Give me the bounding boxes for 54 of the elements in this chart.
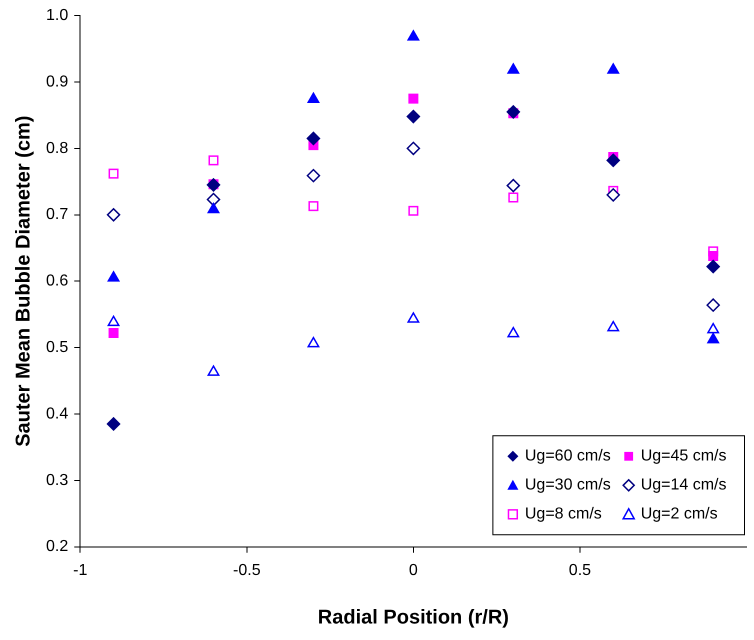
point: [408, 94, 418, 104]
y-tick-label: 0.9: [46, 73, 68, 90]
legend-label: Ug=14 cm/s: [640, 476, 726, 494]
point: [706, 298, 720, 312]
point: [607, 320, 620, 332]
y-tick-label: 0.2: [46, 538, 68, 556]
point: [507, 326, 520, 338]
point: [208, 202, 220, 214]
point: [407, 312, 420, 323]
point: [408, 206, 418, 216]
legend-label: Ug=60 cm/s: [524, 448, 611, 465]
point: [208, 365, 220, 376]
point: [406, 142, 420, 156]
point: [707, 322, 720, 334]
point: [406, 110, 420, 124]
y-axis-title: Sauter Mean Bubble Diameter (cm): [12, 116, 35, 447]
y-tick-label: 0.7: [46, 206, 68, 224]
point: [307, 92, 320, 104]
legend-label: Ug=2 cm/s: [640, 506, 718, 523]
y-tick-label: 1.0: [46, 7, 68, 24]
point: [308, 201, 318, 212]
point: [106, 417, 120, 431]
point: [606, 154, 620, 168]
point: [708, 250, 718, 261]
point: [108, 168, 119, 179]
point: [208, 155, 218, 166]
point: [606, 188, 620, 202]
point: [307, 336, 320, 348]
y-tick-label: 0.8: [46, 140, 68, 157]
point: [706, 260, 720, 274]
legend-label: Ug=30 cm/s: [524, 476, 611, 494]
x-tick-label: 0: [408, 562, 418, 579]
point: [108, 316, 120, 326]
y-tick-label: 0.4: [46, 405, 68, 422]
y-tick-label: 0.6: [46, 272, 68, 290]
point: [108, 328, 119, 338]
point: [506, 105, 520, 119]
legend-label: Ug=8 cm/s: [524, 506, 602, 523]
y-tick-label: 0.3: [46, 472, 68, 489]
point: [106, 208, 120, 222]
point: [108, 271, 120, 282]
point: [206, 192, 220, 206]
x-tick-label: 0.5: [568, 562, 592, 579]
x-axis-title: Radial Position (r/R): [318, 606, 509, 629]
point: [206, 178, 220, 192]
point: [506, 178, 520, 192]
x-tick-label: -1: [73, 562, 88, 579]
legend-label: Ug=45 cm/s: [640, 448, 726, 465]
point: [306, 132, 320, 146]
point: [707, 332, 720, 344]
point: [508, 192, 518, 203]
y-tick-label: 0.5: [46, 339, 68, 356]
point: [306, 168, 320, 182]
x-tick-label: -0.5: [233, 562, 261, 579]
